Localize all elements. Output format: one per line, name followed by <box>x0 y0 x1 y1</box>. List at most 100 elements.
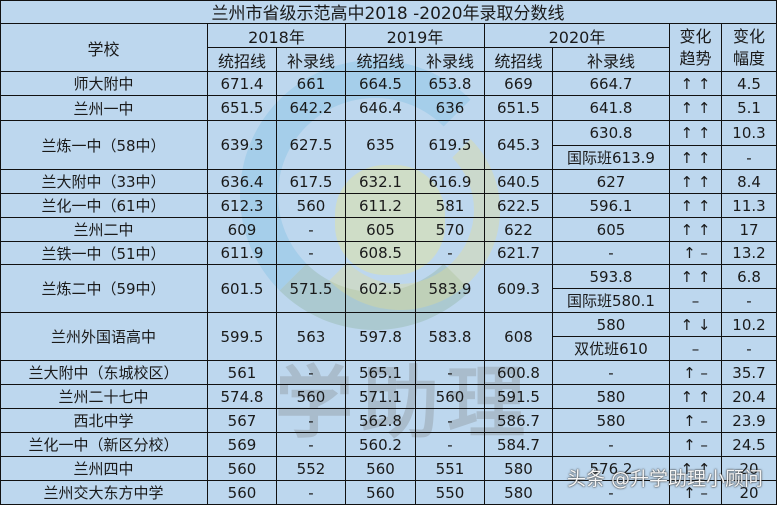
score-2018-supplement: - <box>277 481 346 505</box>
score-2019-supplement: 636 <box>416 96 485 121</box>
score-2019-supplement: - <box>416 433 485 457</box>
trend-arrows-icon: ↑ ↑ <box>670 265 722 289</box>
score-2019-supplement: 583.9 <box>416 265 485 313</box>
score-2018-supplement: 661 <box>277 72 346 96</box>
trend-arrows-icon: ↑ ↑ <box>670 96 722 121</box>
score-2019-regular: 664.5 <box>346 72 416 96</box>
trend-arrows-icon: ↑ ↑ <box>670 121 722 146</box>
trend-arrows-icon: ↑ – <box>670 481 722 505</box>
score-2019-regular: 611.2 <box>346 194 416 218</box>
header-school: 学校 <box>0 24 208 72</box>
score-2018-regular: 601.5 <box>208 265 277 313</box>
header-trend-line2: 趋势 <box>679 48 712 68</box>
score-2019-regular: 562.8 <box>346 409 416 433</box>
score-2019-supplement: 560 <box>416 385 485 409</box>
score-2019-supplement: - <box>416 361 485 385</box>
score-2019-regular: 605 <box>346 218 416 242</box>
score-2018-regular: 671.4 <box>208 72 277 96</box>
trend-arrows-icon: ↑ ↑ <box>670 194 722 218</box>
header-year-2019: 2019年 <box>346 24 485 48</box>
header-year-2020: 2020年 <box>485 24 670 48</box>
trend-arrows-icon: ↑ – <box>670 409 722 433</box>
change-amount: 35.7 <box>722 361 777 385</box>
score-2018-supplement: 563 <box>277 313 346 361</box>
score-2018-supplement: 627.5 <box>277 121 346 170</box>
score-2018-regular: 560 <box>208 457 277 481</box>
score-2018-regular: 561 <box>208 361 277 385</box>
change-amount: 5.1 <box>722 96 777 121</box>
header-trend: 变化 趋势 <box>670 24 722 72</box>
school-name: 兰州二十七中 <box>0 385 208 409</box>
header-sub-2: 统招线 <box>346 48 416 72</box>
score-2020-regular: 584.7 <box>485 433 553 457</box>
score-2019-regular: 646.4 <box>346 96 416 121</box>
score-2019-supplement: 550 <box>416 481 485 505</box>
score-2018-supplement: - <box>277 361 346 385</box>
score-2020-supplement: 国际班580.1 <box>553 289 670 313</box>
score-2020-supplement: 580 <box>553 409 670 433</box>
school-name: 兰大附中（33中） <box>0 170 208 194</box>
trend-arrows-icon: – <box>670 337 722 361</box>
score-2018-supplement: 560 <box>277 385 346 409</box>
school-name: 兰州一中 <box>0 96 208 121</box>
score-2019-regular: 560 <box>346 457 416 481</box>
score-2020-regular: 608 <box>485 313 553 361</box>
score-2018-supplement: 552 <box>277 457 346 481</box>
school-name: 兰州交大东方中学 <box>0 481 208 505</box>
score-2020-regular: 669 <box>485 72 553 96</box>
score-2020-supplement: - <box>553 481 670 505</box>
score-2018-regular: 612.3 <box>208 194 277 218</box>
score-2020-supplement: 664.7 <box>553 72 670 96</box>
school-name: 兰化一中（61中） <box>0 194 208 218</box>
score-2018-regular: 651.5 <box>208 96 277 121</box>
score-2020-regular: 645.3 <box>485 121 553 170</box>
school-name: 兰州二中 <box>0 218 208 242</box>
score-2018-supplement: 617.5 <box>277 170 346 194</box>
score-2020-regular: 591.5 <box>485 385 553 409</box>
header-sub-5: 补录线 <box>553 48 670 72</box>
trend-arrows-icon: ↑ ↑ <box>670 170 722 194</box>
trend-arrows-icon: ↑ – <box>670 242 722 265</box>
change-amount: 10.3 <box>722 121 777 146</box>
trend-arrows-icon: ↑ – <box>670 361 722 385</box>
score-2019-supplement: - <box>416 242 485 265</box>
score-2019-regular: 560 <box>346 481 416 505</box>
score-2020-regular: 580 <box>485 457 553 481</box>
score-2019-supplement: 619.5 <box>416 121 485 170</box>
score-2018-supplement: 642.2 <box>277 96 346 121</box>
score-2019-supplement: 616.9 <box>416 170 485 194</box>
score-2020-supplement: 576.2 <box>553 457 670 481</box>
score-2018-regular: 609 <box>208 218 277 242</box>
score-2020-supplement: 605 <box>553 218 670 242</box>
score-2018-supplement: - <box>277 433 346 457</box>
score-2020-supplement: 630.8 <box>553 121 670 146</box>
score-2019-regular: 602.5 <box>346 265 416 313</box>
score-2020-supplement: 580 <box>553 385 670 409</box>
trend-arrows-icon: ↑ ↑ <box>670 457 722 481</box>
change-amount: - <box>722 146 777 170</box>
change-amount: 6.8 <box>722 265 777 289</box>
change-amount: 8.4 <box>722 170 777 194</box>
score-2019-supplement: 551 <box>416 457 485 481</box>
change-amount: 23.9 <box>722 409 777 433</box>
score-2020-supplement: 593.8 <box>553 265 670 289</box>
score-2019-supplement: - <box>416 409 485 433</box>
trend-arrows-icon: ↑ ↑ <box>670 146 722 170</box>
school-name: 兰大附中（东城校区） <box>0 361 208 385</box>
trend-arrows-icon: ↑ – <box>670 433 722 457</box>
score-2020-regular: 586.7 <box>485 409 553 433</box>
school-name: 兰铁一中（51中） <box>0 242 208 265</box>
change-amount: 20 <box>722 457 777 481</box>
score-2018-regular: 569 <box>208 433 277 457</box>
score-2018-regular: 567 <box>208 409 277 433</box>
score-2020-supplement: 627 <box>553 170 670 194</box>
school-name: 兰化一中（新区分校） <box>0 433 208 457</box>
trend-arrows-icon: ↑ ↑ <box>670 72 722 96</box>
score-2018-regular: 599.5 <box>208 313 277 361</box>
score-2019-regular: 571.1 <box>346 385 416 409</box>
score-2019-regular: 608.5 <box>346 242 416 265</box>
school-name: 兰州外国语高中 <box>0 313 208 361</box>
score-2018-regular: 611.9 <box>208 242 277 265</box>
score-2018-regular: 560 <box>208 481 277 505</box>
